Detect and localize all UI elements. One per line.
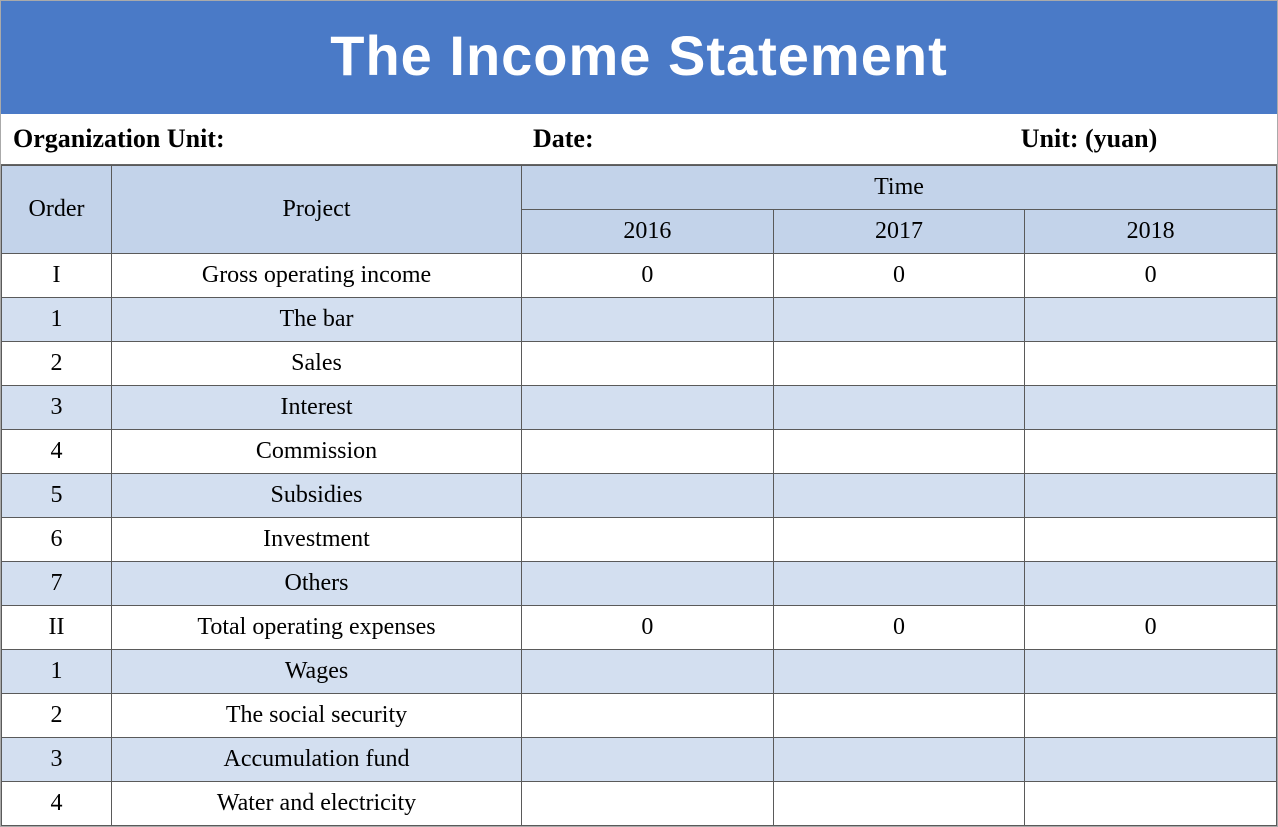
cell-y2018[interactable] xyxy=(1025,694,1277,738)
org-unit-label: Organization Unit: xyxy=(5,120,525,158)
col-header-time: Time xyxy=(522,166,1277,210)
cell-y2017[interactable] xyxy=(773,518,1025,562)
cell-project[interactable]: Subsidies xyxy=(112,474,522,518)
cell-y2016[interactable] xyxy=(522,562,774,606)
income-statement-sheet: The Income Statement Organization Unit: … xyxy=(0,0,1278,827)
table-row: 2Sales xyxy=(2,342,1277,386)
cell-y2018[interactable] xyxy=(1025,650,1277,694)
cell-y2018[interactable] xyxy=(1025,562,1277,606)
cell-y2017[interactable]: 0 xyxy=(773,254,1025,298)
cell-y2016[interactable] xyxy=(522,650,774,694)
cell-y2016[interactable]: 0 xyxy=(522,606,774,650)
meta-row: Organization Unit: Date: Unit: (yuan) xyxy=(1,114,1277,165)
table-row: IGross operating income000 xyxy=(2,254,1277,298)
cell-project[interactable]: The social security xyxy=(112,694,522,738)
cell-project[interactable]: The bar xyxy=(112,298,522,342)
cell-y2018[interactable] xyxy=(1025,386,1277,430)
cell-project[interactable]: Interest xyxy=(112,386,522,430)
cell-y2016[interactable] xyxy=(522,474,774,518)
cell-y2017[interactable] xyxy=(773,562,1025,606)
cell-y2017[interactable]: 0 xyxy=(773,606,1025,650)
table-row: 1The bar xyxy=(2,298,1277,342)
cell-project[interactable]: Commission xyxy=(112,430,522,474)
cell-project[interactable]: Others xyxy=(112,562,522,606)
cell-y2016[interactable] xyxy=(522,782,774,826)
cell-y2017[interactable] xyxy=(773,782,1025,826)
cell-y2016[interactable] xyxy=(522,386,774,430)
cell-project[interactable]: Investment xyxy=(112,518,522,562)
cell-order[interactable]: 4 xyxy=(2,782,112,826)
cell-order[interactable]: 1 xyxy=(2,298,112,342)
cell-order[interactable]: I xyxy=(2,254,112,298)
cell-y2017[interactable] xyxy=(773,386,1025,430)
table-row: 7Others xyxy=(2,562,1277,606)
cell-project[interactable]: Wages xyxy=(112,650,522,694)
cell-order[interactable]: 1 xyxy=(2,650,112,694)
cell-y2016[interactable]: 0 xyxy=(522,254,774,298)
cell-project[interactable]: Total operating expenses xyxy=(112,606,522,650)
table-row: 3Interest xyxy=(2,386,1277,430)
page-title: The Income Statement xyxy=(1,1,1277,114)
cell-order[interactable]: 5 xyxy=(2,474,112,518)
cell-y2017[interactable] xyxy=(773,474,1025,518)
table-row: 5Subsidies xyxy=(2,474,1277,518)
table-row: 4Water and electricity xyxy=(2,782,1277,826)
cell-order[interactable]: 3 xyxy=(2,386,112,430)
cell-y2017[interactable] xyxy=(773,694,1025,738)
cell-y2016[interactable] xyxy=(522,694,774,738)
table-row: IITotal operating expenses000 xyxy=(2,606,1277,650)
cell-order[interactable]: II xyxy=(2,606,112,650)
cell-y2017[interactable] xyxy=(773,298,1025,342)
cell-y2016[interactable] xyxy=(522,298,774,342)
income-table: Order Project Time 2016 2017 2018 IGross… xyxy=(1,165,1277,826)
cell-y2017[interactable] xyxy=(773,342,1025,386)
col-header-year-2016: 2016 xyxy=(522,210,774,254)
cell-y2016[interactable] xyxy=(522,430,774,474)
cell-order[interactable]: 4 xyxy=(2,430,112,474)
cell-order[interactable]: 2 xyxy=(2,342,112,386)
cell-y2018[interactable] xyxy=(1025,298,1277,342)
cell-y2018[interactable] xyxy=(1025,518,1277,562)
table-row: 1Wages xyxy=(2,650,1277,694)
col-header-order: Order xyxy=(2,166,112,254)
cell-y2018[interactable]: 0 xyxy=(1025,254,1277,298)
cell-project[interactable]: Gross operating income xyxy=(112,254,522,298)
cell-y2016[interactable] xyxy=(522,518,774,562)
cell-y2017[interactable] xyxy=(773,650,1025,694)
cell-y2017[interactable] xyxy=(773,430,1025,474)
col-header-year-2018: 2018 xyxy=(1025,210,1277,254)
date-label: Date: xyxy=(525,120,905,158)
table-row: 2The social security xyxy=(2,694,1277,738)
cell-project[interactable]: Sales xyxy=(112,342,522,386)
cell-order[interactable]: 7 xyxy=(2,562,112,606)
cell-y2016[interactable] xyxy=(522,342,774,386)
table-row: 6Investment xyxy=(2,518,1277,562)
cell-y2018[interactable] xyxy=(1025,430,1277,474)
unit-label: Unit: (yuan) xyxy=(905,120,1273,158)
cell-y2018[interactable]: 0 xyxy=(1025,606,1277,650)
cell-y2018[interactable] xyxy=(1025,474,1277,518)
cell-y2018[interactable] xyxy=(1025,342,1277,386)
cell-order[interactable]: 6 xyxy=(2,518,112,562)
cell-project[interactable]: Water and electricity xyxy=(112,782,522,826)
cell-order[interactable]: 2 xyxy=(2,694,112,738)
cell-y2018[interactable] xyxy=(1025,782,1277,826)
col-header-project: Project xyxy=(112,166,522,254)
table-row: 4Commission xyxy=(2,430,1277,474)
col-header-year-2017: 2017 xyxy=(773,210,1025,254)
